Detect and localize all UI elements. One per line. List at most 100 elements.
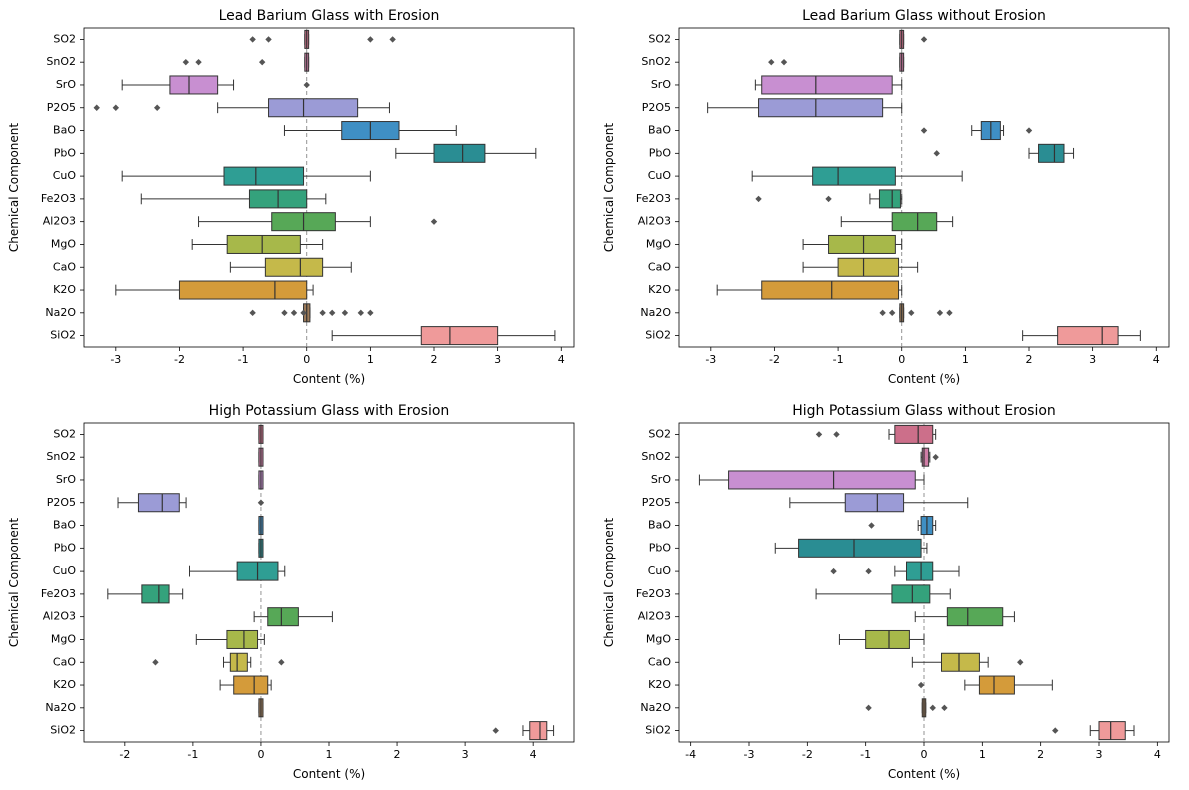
svg-text:MgO: MgO: [51, 632, 76, 645]
box-SiO2: [530, 722, 547, 740]
x-axis-label: Content (%): [293, 767, 365, 781]
panel-title: High Potassium Glass without Erosion: [792, 403, 1056, 419]
svg-text:PbO: PbO: [54, 146, 77, 159]
svg-text:CaO: CaO: [53, 655, 76, 668]
outlier-icon: [936, 310, 942, 316]
outlier-icon: [319, 310, 325, 316]
outlier-icon: [493, 727, 499, 733]
svg-text:0: 0: [920, 748, 927, 761]
svg-text:3: 3: [1089, 353, 1096, 366]
outlier-icon: [755, 196, 761, 202]
outlier-icon: [768, 59, 774, 65]
box-P2O5: [138, 494, 179, 512]
outlier-icon: [259, 59, 265, 65]
svg-text:Fe2O3: Fe2O3: [635, 587, 670, 600]
y-axis-label: Chemical Component: [7, 518, 21, 647]
svg-text:4: 4: [530, 748, 537, 761]
box-PbO: [1038, 144, 1063, 162]
svg-text:SiO2: SiO2: [645, 329, 671, 342]
outlier-icon: [113, 105, 119, 111]
box-CuO: [224, 167, 304, 185]
box-SrO: [728, 471, 915, 489]
outlier-icon: [933, 150, 939, 156]
svg-text:3: 3: [494, 353, 501, 366]
svg-text:CaO: CaO: [647, 260, 670, 273]
chart-grid: Lead Barium Glass with Erosion -3 -2 -1 0 1 2 3…: [0, 0, 1189, 790]
x-axis-label: Content (%): [293, 372, 365, 386]
svg-text:4: 4: [558, 353, 565, 366]
svg-text:SnO2: SnO2: [641, 55, 671, 68]
svg-text:1: 1: [978, 748, 985, 761]
svg-text:SiO2: SiO2: [50, 724, 76, 737]
outlier-icon: [258, 500, 264, 506]
outlier-icon: [830, 568, 836, 574]
outlier-icon: [431, 218, 437, 224]
outlier-icon: [94, 105, 100, 111]
box-CuO: [812, 167, 895, 185]
svg-text:3: 3: [1095, 748, 1102, 761]
box-CaO: [265, 258, 322, 276]
svg-text:-3: -3: [743, 748, 754, 761]
outlier-icon: [865, 705, 871, 711]
svg-text:K2O: K2O: [648, 283, 671, 296]
svg-text:0: 0: [303, 353, 310, 366]
svg-text:BaO: BaO: [53, 124, 76, 137]
svg-text:PbO: PbO: [648, 541, 671, 554]
svg-text:2: 2: [1037, 748, 1044, 761]
svg-text:SiO2: SiO2: [645, 724, 671, 737]
svg-text:2: 2: [431, 353, 438, 366]
svg-text:K2O: K2O: [53, 283, 76, 296]
svg-text:-1: -1: [187, 748, 198, 761]
outlier-icon: [304, 82, 310, 88]
svg-text:2: 2: [394, 748, 401, 761]
box-Fe2O3: [879, 190, 900, 208]
svg-text:3: 3: [462, 748, 469, 761]
outlier-icon: [1025, 127, 1031, 133]
outlier-icon: [920, 36, 926, 42]
outlier-icon: [281, 310, 287, 316]
svg-text:SO2: SO2: [53, 427, 76, 440]
svg-text:-3: -3: [110, 353, 121, 366]
outlier-icon: [358, 310, 364, 316]
outlier-icon: [1017, 659, 1023, 665]
outlier-icon: [329, 310, 335, 316]
box-MgO: [828, 235, 895, 253]
outlier-icon: [865, 568, 871, 574]
panel-title: Lead Barium Glass without Erosion: [802, 8, 1046, 24]
svg-text:Al2O3: Al2O3: [637, 215, 670, 228]
svg-text:Na2O: Na2O: [640, 306, 671, 319]
panel-title: Lead Barium Glass with Erosion: [219, 8, 440, 24]
svg-text:BaO: BaO: [53, 519, 76, 532]
svg-text:-2: -2: [174, 353, 185, 366]
box-CaO: [838, 258, 898, 276]
box-PbO: [434, 144, 485, 162]
outlier-icon: [920, 127, 926, 133]
svg-text:SrO: SrO: [56, 78, 77, 91]
svg-text:SiO2: SiO2: [50, 329, 76, 342]
svg-text:0: 0: [257, 748, 264, 761]
box-P2O5: [758, 99, 882, 117]
box-K2O: [179, 281, 306, 299]
svg-text:SrO: SrO: [56, 473, 77, 486]
svg-text:1: 1: [326, 748, 333, 761]
box-Fe2O3: [142, 585, 169, 603]
svg-text:SrO: SrO: [650, 78, 671, 91]
box-Fe2O3: [891, 585, 929, 603]
svg-text:CaO: CaO: [647, 655, 670, 668]
outlier-icon: [815, 431, 821, 437]
svg-text:Fe2O3: Fe2O3: [41, 192, 76, 205]
outlier-icon: [929, 705, 935, 711]
svg-text:CuO: CuO: [647, 564, 671, 577]
svg-text:P2O5: P2O5: [641, 496, 670, 509]
svg-text:SO2: SO2: [53, 32, 76, 45]
svg-text:P2O5: P2O5: [47, 496, 76, 509]
outlier-icon: [249, 310, 255, 316]
svg-text:Na2O: Na2O: [45, 306, 76, 319]
svg-text:-1: -1: [238, 353, 249, 366]
box-SrO: [761, 76, 891, 94]
svg-text:SrO: SrO: [650, 473, 671, 486]
panel-0: Lead Barium Glass with Erosion-3-2-10123…: [0, 0, 595, 395]
svg-text:P2O5: P2O5: [641, 101, 670, 114]
box-SiO2: [421, 327, 497, 345]
box-K2O: [979, 676, 1014, 694]
